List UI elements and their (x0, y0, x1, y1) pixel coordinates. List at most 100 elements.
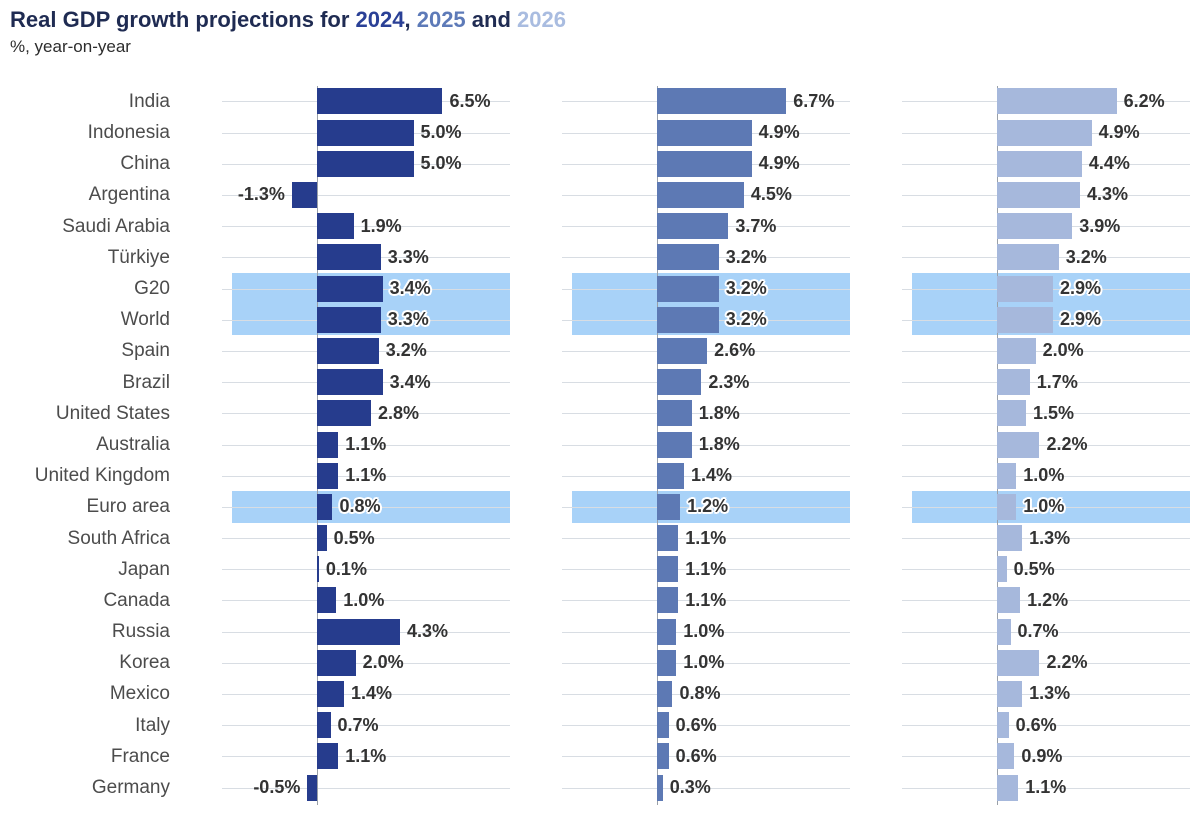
plot-panel-2025: 0.6% (562, 741, 850, 772)
value-label-2025: 1.0% (683, 621, 725, 642)
value-label-2026: 2.2% (1046, 652, 1088, 673)
plot-panel-2025: 1.4% (562, 460, 850, 491)
chart-row: Italy 0.7% 0.6% 0.6% (0, 710, 1200, 741)
value-label-2024: 0.1% (325, 558, 367, 579)
gridline (222, 475, 510, 477)
plot-panel-2025: 1.0% (562, 616, 850, 647)
bar-2026 (997, 275, 1053, 302)
value-label-2024: 3.4% (389, 371, 431, 392)
bar-2025 (657, 618, 677, 645)
value-label-2026: 1.7% (1036, 371, 1078, 392)
bar-2025 (657, 462, 685, 489)
chart-row: Saudi Arabia 1.9% 3.7% 3.9% (0, 211, 1200, 242)
bar-2025 (657, 182, 744, 209)
country-label: South Africa (67, 527, 170, 549)
plot-panel-2026: 2.0% (902, 335, 1190, 366)
plot-panel-2024: 2.8% (222, 398, 510, 429)
bar-2026 (997, 556, 1007, 583)
bar-2024 (317, 462, 339, 489)
country-label: Russia (111, 621, 170, 643)
plot-panel-2024: -1.3% (222, 179, 510, 210)
plot-panel-2026: 6.2% (902, 86, 1190, 117)
value-label-2024: 1.1% (345, 745, 387, 766)
value-label-2025: 3.2% (725, 246, 767, 267)
chart-row: France 1.1% 0.6% 0.9% (0, 741, 1200, 772)
bar-2025 (657, 649, 677, 676)
value-label-2026: 2.2% (1046, 433, 1088, 454)
bar-2025 (657, 774, 663, 801)
plot-panel-2026: 1.1% (902, 772, 1190, 803)
value-label-2026: 4.9% (1098, 122, 1140, 143)
value-label-2026: 0.5% (1013, 558, 1055, 579)
gridline (562, 787, 850, 789)
value-label-2025: 0.6% (675, 745, 717, 766)
plot-panel-2024: 6.5% (222, 86, 510, 117)
gridline (902, 382, 1190, 384)
bar-2024 (317, 681, 345, 708)
value-label-2025: 1.1% (685, 527, 727, 548)
chart-row: China 5.0% 4.9% 4.4% (0, 148, 1200, 179)
gridline (902, 569, 1190, 571)
plot-panel-2026: 4.3% (902, 179, 1190, 210)
plot-panel-2025: 4.5% (562, 179, 850, 210)
gridline (902, 444, 1190, 446)
plot-panel-2026: 4.4% (902, 148, 1190, 179)
bar-2026 (997, 618, 1011, 645)
plot-panel-2024: 0.8% (222, 491, 510, 523)
country-label: Canada (103, 589, 170, 611)
bar-2024 (291, 182, 317, 209)
value-label-2024: 0.8% (339, 496, 381, 517)
plot-panel-2026: 0.6% (902, 710, 1190, 741)
chart-row: United States 2.8% 1.8% 1.5% (0, 398, 1200, 429)
value-label-2026: 1.3% (1029, 683, 1071, 704)
country-label: Italy (135, 714, 170, 736)
value-label-2025: 0.3% (669, 777, 711, 798)
value-label-2025: 1.1% (685, 589, 727, 610)
title-year-2026: 2026 (517, 7, 566, 32)
bar-2026 (997, 182, 1080, 209)
plot-panel-2026: 2.2% (902, 647, 1190, 678)
plot-panel-2024: 0.1% (222, 554, 510, 585)
value-label-2024: 1.1% (345, 465, 387, 486)
chart-row: Spain 3.2% 2.6% 2.0% (0, 335, 1200, 366)
gridline (222, 195, 510, 197)
plot-panel-2026: 1.2% (902, 585, 1190, 616)
plot-panel-2025: 2.6% (562, 335, 850, 366)
value-label-2024: 1.9% (360, 215, 402, 236)
gridline (222, 538, 510, 540)
bar-2026 (997, 712, 1009, 739)
gridline (902, 631, 1190, 633)
value-label-2026: 6.2% (1123, 90, 1165, 111)
gridline (222, 226, 510, 228)
plot-panel-2025: 1.1% (562, 523, 850, 554)
bar-2025 (657, 431, 692, 458)
plot-panel-2025: 1.1% (562, 585, 850, 616)
value-label-2025: 2.6% (714, 340, 756, 361)
bar-2025 (657, 556, 679, 583)
chart-row: India 6.5% 6.7% 6.2% (0, 86, 1200, 117)
bar-2024 (317, 712, 331, 739)
gridline (222, 506, 510, 508)
country-label: Euro area (86, 496, 170, 518)
gridline (562, 756, 850, 758)
value-label-2025: 3.2% (725, 309, 767, 330)
value-label-2025: 1.4% (691, 465, 733, 486)
country-label: Spain (121, 340, 170, 362)
plot-panel-2026: 1.3% (902, 523, 1190, 554)
gridline (562, 413, 850, 415)
value-label-2024: 3.3% (387, 309, 429, 330)
value-label-2026: 1.5% (1032, 402, 1074, 423)
bar-2024 (317, 493, 333, 520)
country-label: France (110, 745, 170, 767)
country-label: Germany (91, 777, 170, 799)
value-label-2024: 0.7% (337, 714, 379, 735)
bar-2024 (317, 743, 339, 770)
chart-row: Euro area 0.8% 1.2% 1.0% (0, 491, 1200, 523)
chart-row: United Kingdom 1.1% 1.4% 1.0% (0, 460, 1200, 491)
plot-panel-2024: 1.4% (222, 678, 510, 709)
gridline (902, 600, 1190, 602)
gridline (902, 725, 1190, 727)
value-label-2026: 0.9% (1021, 745, 1063, 766)
gridline (222, 569, 510, 571)
plot-panel-2026: 3.2% (902, 242, 1190, 273)
